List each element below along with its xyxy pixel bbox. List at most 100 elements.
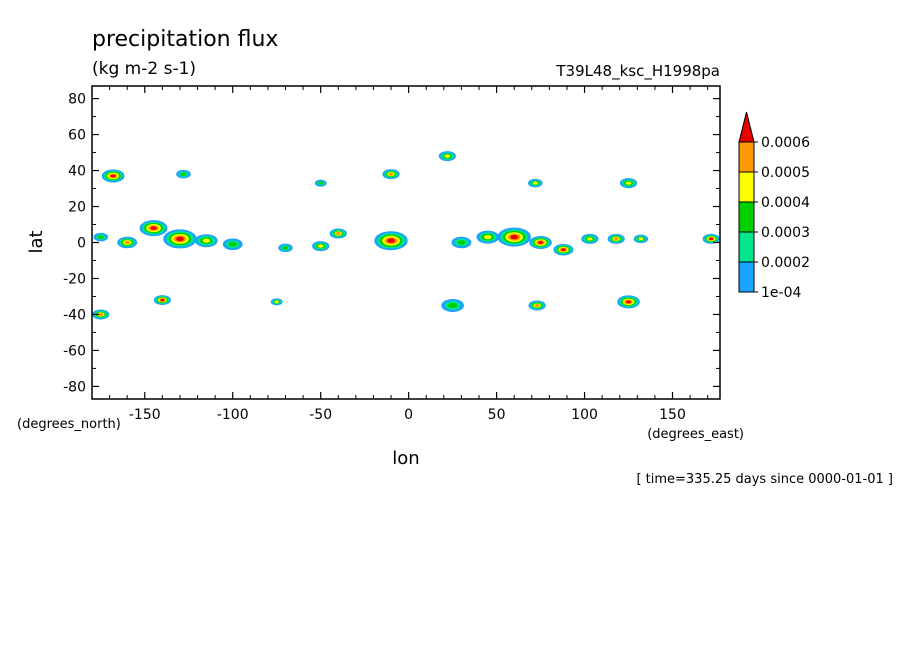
precip-cell — [92, 309, 110, 320]
colorbar-label: 0.0003 — [761, 225, 810, 241]
y-tick-labels: 80 60 40 20 0 -20 -40 -60 -80 — [63, 92, 86, 396]
precip-cell — [382, 169, 400, 180]
precip-cell — [528, 300, 546, 311]
precip-contour-level — [537, 241, 544, 244]
precip-contour-level — [587, 237, 593, 241]
x-tick-label: -150 — [129, 407, 161, 423]
precip-cell — [222, 238, 243, 251]
y-tick-label: 80 — [68, 92, 86, 108]
precip-contour-level — [228, 241, 237, 247]
precip-contour-level — [282, 246, 289, 250]
precip-contour-level — [387, 238, 395, 243]
precip-contour-level — [274, 300, 279, 304]
precip-cell — [581, 233, 599, 244]
precip-contour-level — [335, 232, 341, 236]
precip-cell — [497, 227, 531, 247]
precip-contour-level — [176, 236, 184, 242]
x-tick-label: -100 — [217, 407, 249, 423]
precip-cell — [438, 151, 456, 162]
precip-cell — [529, 236, 552, 249]
chart-title: precipitation flux — [92, 27, 278, 52]
precipitation-cells — [92, 151, 720, 320]
precip-cell — [702, 233, 720, 244]
colorbar-segment — [738, 171, 755, 203]
precip-cell — [195, 234, 218, 248]
precip-cell — [93, 232, 109, 242]
x-tick-label: -50 — [309, 407, 332, 423]
precip-cell — [312, 241, 330, 252]
colorbar-label: 0.0004 — [761, 195, 810, 211]
precip-cell — [314, 179, 327, 187]
y-tick-label: 40 — [68, 164, 86, 180]
x-tick-label: 50 — [488, 407, 506, 423]
precip-contour-level — [124, 241, 130, 244]
precip-cell — [528, 178, 543, 188]
precip-contour-level — [202, 238, 211, 243]
y-tick-label: 0 — [77, 236, 86, 252]
precip-cell — [617, 295, 640, 309]
precip-contour-level — [180, 172, 187, 176]
colorbar-segment — [738, 231, 755, 263]
axis-ticks — [92, 86, 720, 399]
precip-contour-level — [625, 300, 632, 304]
colorbar-label: 0.0006 — [761, 135, 810, 151]
x-tick-label: 150 — [659, 407, 686, 423]
precip-cell — [329, 228, 347, 239]
precip-cell — [176, 169, 191, 179]
colorbar-segment — [738, 141, 755, 173]
x-axis-label: lon — [392, 448, 419, 469]
precip-contour-level — [97, 235, 104, 239]
colorbar-label: 0.0005 — [761, 165, 810, 181]
precip-cell — [374, 231, 408, 251]
precip-cell — [441, 298, 464, 312]
precip-contour-level — [447, 302, 458, 309]
precip-contour-level — [625, 181, 632, 185]
x-tick-label: 0 — [404, 407, 413, 423]
dataset-label: T39L48_ksc_H1998pa — [555, 62, 720, 81]
chart-units: (kg m-2 s-1) — [92, 59, 196, 79]
y-tick-label: 20 — [68, 200, 86, 216]
precip-cell — [101, 169, 125, 183]
y-tick-label: -60 — [63, 343, 86, 359]
precip-contour-level — [150, 226, 157, 230]
precip-contour-level — [444, 154, 451, 158]
colorbar-legend: 1e-04 0.0002 0.0003 0.0004 0.0005 0.0006 — [738, 111, 810, 301]
precip-cell — [607, 233, 625, 244]
precip-cell — [139, 220, 168, 237]
precip-cell — [633, 234, 649, 244]
precip-contour-level — [510, 234, 519, 240]
precip-contour-level — [160, 298, 165, 302]
colorbar-segment — [738, 201, 755, 233]
precip-cell — [553, 243, 574, 256]
precip-cell — [476, 230, 500, 244]
y-tick-label: 60 — [68, 128, 86, 144]
precip-cell — [270, 298, 283, 306]
precip-contour-level — [317, 244, 324, 248]
precip-contour-level — [638, 237, 644, 241]
x-axis-units: (degrees_east) — [647, 427, 744, 442]
precip-contour-level — [484, 235, 492, 240]
y-tick-label: -80 — [63, 379, 86, 395]
y-axis-label: lat — [26, 230, 47, 253]
precip-cell — [117, 236, 138, 249]
time-note: [ time=335.25 days since 0000-01-01 ] — [636, 472, 893, 487]
precip-contour-level — [457, 240, 466, 245]
precip-cell — [153, 295, 171, 306]
colorbar-overflow-arrow — [738, 111, 755, 143]
precip-contour-level — [318, 181, 324, 185]
x-tick-label: 100 — [571, 407, 598, 423]
precip-contour-level — [98, 312, 104, 316]
colorbar-label: 0.0002 — [761, 255, 810, 271]
precip-contour-level — [613, 237, 619, 241]
precip-contour-level — [110, 174, 116, 178]
precip-contour-level — [534, 303, 540, 307]
y-tick-label: -20 — [63, 271, 86, 287]
precip-cell — [163, 229, 197, 249]
precip-contour-level — [709, 237, 714, 241]
y-tick-label: -40 — [63, 307, 86, 323]
y-axis-units: (degrees_north) — [17, 417, 121, 432]
precip-cell — [619, 178, 638, 189]
x-tick-labels: -150 -100 -50 0 50 100 150 — [129, 407, 686, 423]
colorbar-label: 1e-04 — [761, 285, 801, 301]
